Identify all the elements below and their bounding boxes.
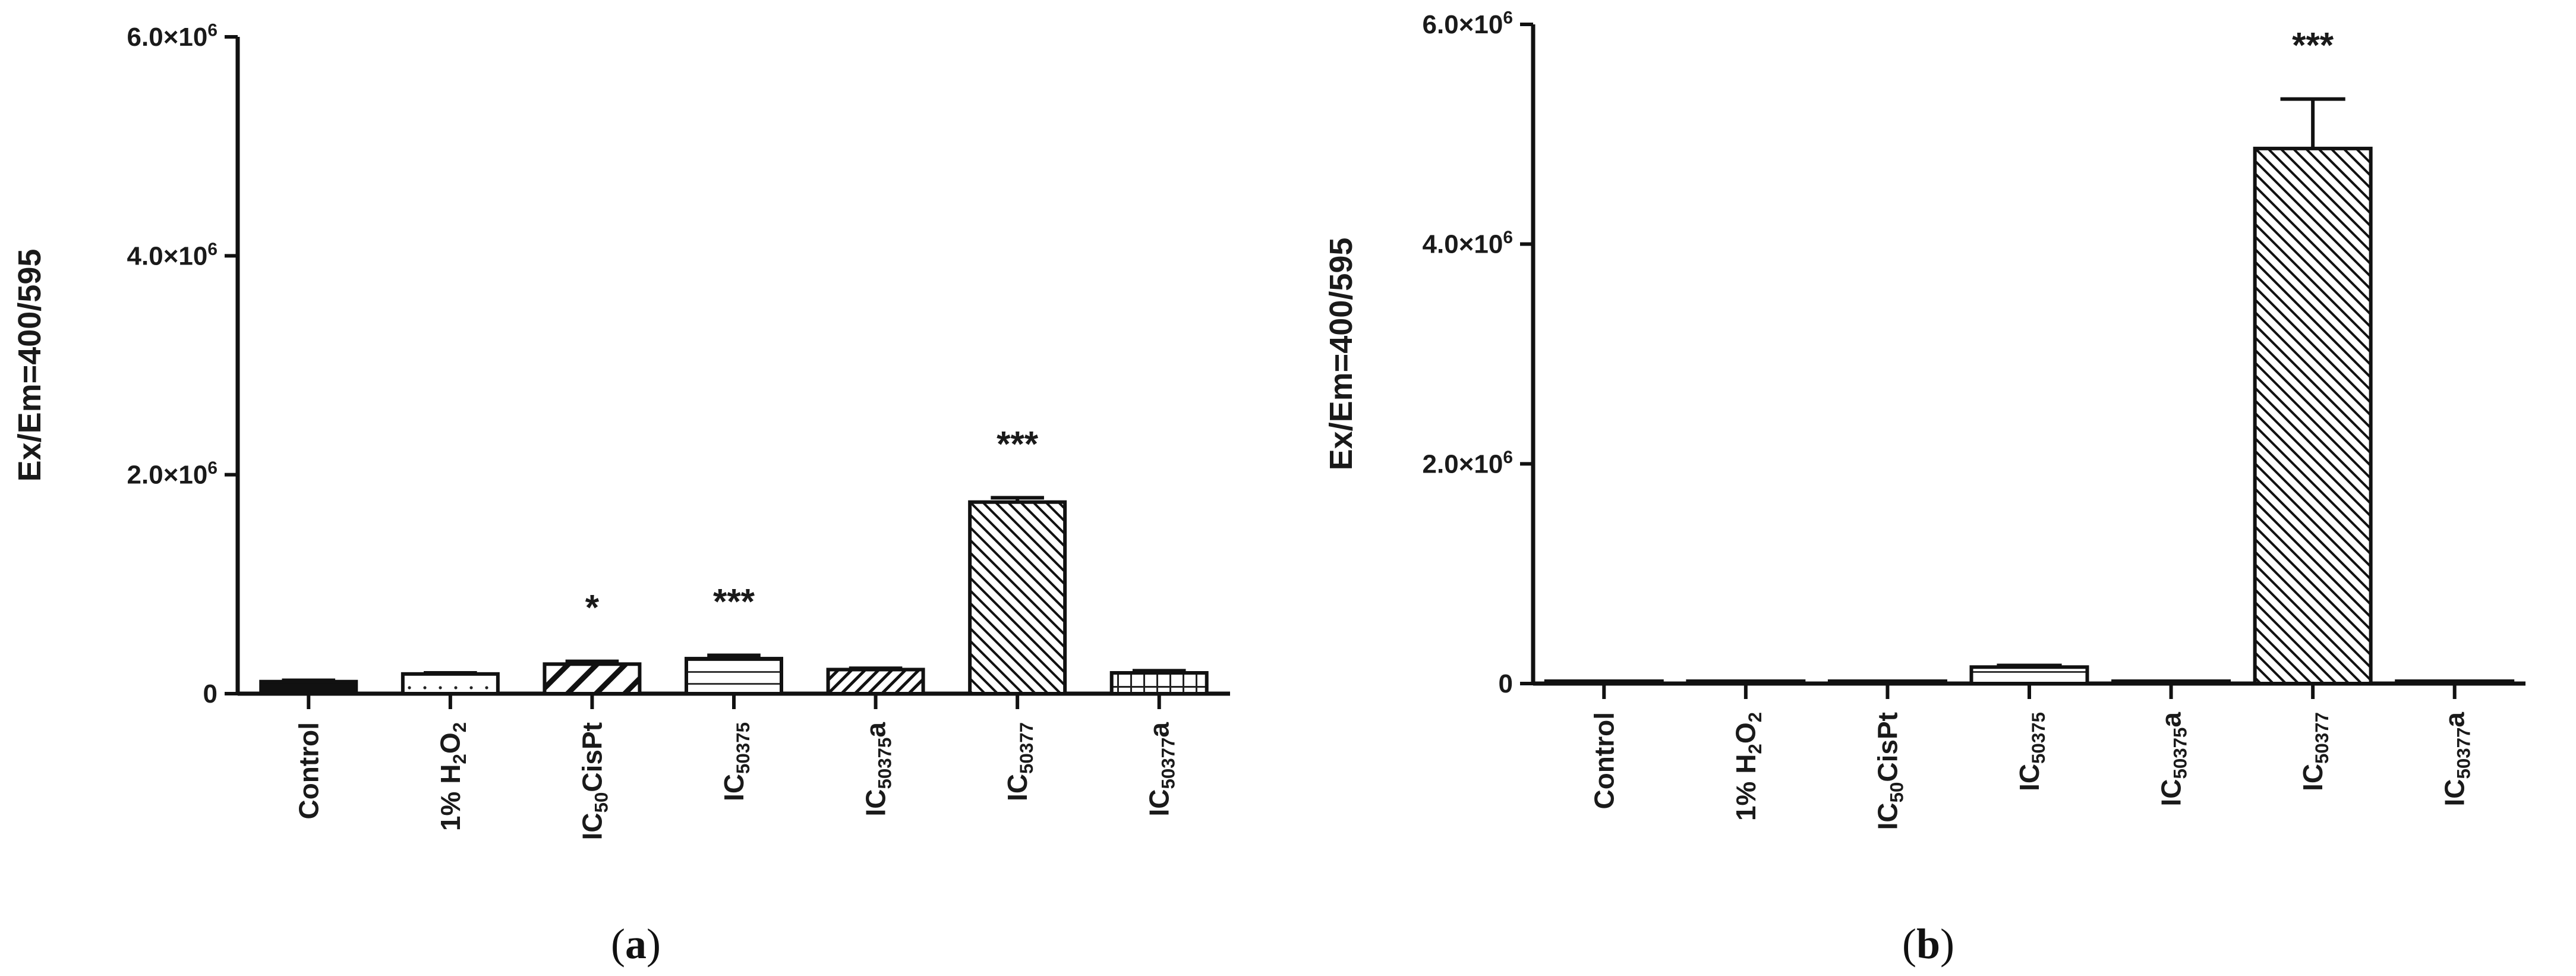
y-tick-label: 0 <box>203 679 217 709</box>
bar <box>1686 679 1806 685</box>
bar <box>2253 146 2373 685</box>
bar <box>2111 679 2231 685</box>
y-axis-label: Ex/Em=400/595 <box>1323 238 1359 471</box>
x-tick-label: IC50377a <box>1144 722 1179 817</box>
significance-label: *** <box>2292 26 2334 65</box>
bar <box>1109 671 1209 695</box>
chart-panel-a: 0 2.0×106 4.0×106 6.0×106 Ex/Em=400/595 Contr… <box>12 21 1230 968</box>
y-tick-label: 6.0×106 <box>127 21 217 52</box>
y-axis-label: Ex/Em=400/595 <box>12 249 48 482</box>
bar <box>259 679 358 696</box>
x-tick-label: IC50375a <box>2155 712 2190 807</box>
x-tick-label: IC50CisPt <box>576 722 611 840</box>
bar <box>1544 679 1664 685</box>
x-tick-label: 1% H2O2 <box>435 722 470 831</box>
significance-label: * <box>585 588 600 628</box>
bar <box>1969 665 2089 686</box>
bar <box>826 668 925 695</box>
bar <box>685 657 783 695</box>
bar <box>543 662 642 696</box>
x-tick-label: IC50375a <box>860 722 895 817</box>
y-tick-label: 2.0×106 <box>127 458 217 489</box>
panel-label: (b) <box>1902 920 1954 968</box>
x-tick-label: IC50375 <box>2014 712 2049 791</box>
panel-label: (a) <box>611 920 661 968</box>
x-tick-label: IC50377 <box>2297 712 2332 791</box>
y-tick-label: 2.0×106 <box>1423 448 1513 478</box>
x-tick-label: IC50377 <box>1002 722 1037 801</box>
significance-label: *** <box>997 424 1039 464</box>
bar <box>1827 679 1947 685</box>
y-tick-label: 0 <box>1499 669 1513 698</box>
x-tick-label: Control <box>1588 712 1619 810</box>
bar <box>401 672 500 695</box>
x-tick-label: Control <box>293 722 324 820</box>
significance-label: *** <box>713 582 755 622</box>
x-tick-label: IC50CisPt <box>1872 712 1907 830</box>
y-tick-label: 4.0×106 <box>127 240 217 270</box>
bar <box>968 500 1067 695</box>
y-tick-label: 4.0×106 <box>1423 228 1513 259</box>
x-tick-label: IC50375 <box>718 722 753 801</box>
chart-panel-b: 0 2.0×106 4.0×106 6.0×106 Ex/Em=400/595 Contr… <box>1323 8 2525 968</box>
x-tick-label: 1% H2O2 <box>1730 712 1765 821</box>
y-tick-label: 6.0×106 <box>1423 8 1513 39</box>
bar <box>2395 679 2515 685</box>
x-tick-label: IC50377a <box>2439 712 2474 807</box>
